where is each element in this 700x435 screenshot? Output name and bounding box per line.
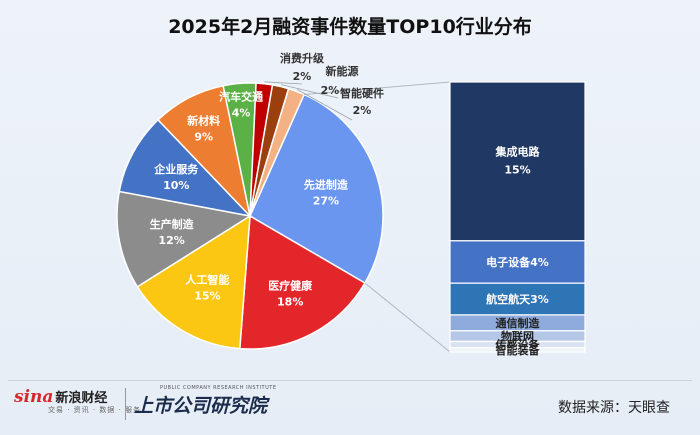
sina-finance-name: 新浪财经 <box>55 391 108 406</box>
breakdown-label-7: 智能装备 <box>496 343 541 357</box>
slice-value-7: 4% <box>232 106 251 119</box>
slice-label-2: 医疗健康 <box>268 279 313 293</box>
slice-label-3: 人工智能 <box>185 273 229 287</box>
footer-divider <box>8 380 692 381</box>
slice-label-1: 先进制造 <box>304 178 349 192</box>
sina-finance-logo: sina 新浪财经 交易 · 资讯 · 数据 · 服务 <box>14 387 141 415</box>
institute-chinese-name: 上市公司研究院 <box>134 395 268 417</box>
breakdown-segment-1 <box>449 81 586 242</box>
breakdown-value-1: 15% <box>504 163 530 176</box>
slice-value-8: 2% <box>293 70 312 83</box>
breakdown-segment-7 <box>449 347 586 353</box>
slice-value-6: 9% <box>194 131 213 144</box>
brand-separator <box>125 388 126 420</box>
breakdown-label-5: 物联网 <box>501 329 534 343</box>
research-institute-logo: PUBLIC COMPANY RESEARCH INSTITUTE 上市公司研究… <box>134 385 276 418</box>
pie-slice-5 <box>118 118 253 218</box>
pie-slice-4 <box>116 190 253 288</box>
slice-value-3: 15% <box>194 290 220 303</box>
slice-value-1: 27% <box>313 195 339 208</box>
pie-slice-3 <box>136 214 251 350</box>
breakdown-segment-2 <box>449 240 586 284</box>
slice-value-10: 2% <box>353 104 372 117</box>
pie-slice-2 <box>239 214 366 350</box>
institute-english-name: PUBLIC COMPANY RESEARCH INSTITUTE <box>160 385 277 391</box>
sina-logo-mark: sina <box>14 387 54 407</box>
leader-line-8 <box>264 81 303 85</box>
leader-line-9 <box>281 84 339 99</box>
slice-label-8: 消费升级 <box>280 51 325 65</box>
slice-value-4: 12% <box>158 234 184 247</box>
breakdown-label-4: 通信制造 <box>496 316 541 330</box>
slice-label-6: 新材料 <box>187 114 220 128</box>
connector-line-bottom <box>364 282 451 353</box>
connector-line-top <box>304 81 451 95</box>
breakdown-label-1: 集成电路 <box>495 144 541 158</box>
breakdown-label-3: 航空航天3% <box>486 292 549 306</box>
slice-label-9: 新能源 <box>326 64 359 78</box>
data-source: 数据来源：天眼查 <box>558 400 670 416</box>
slice-label-4: 生产制造 <box>150 217 195 231</box>
slice-label-5: 企业服务 <box>153 162 199 176</box>
leader-line-10 <box>296 89 353 121</box>
sina-finance-tagline: 交易 · 资讯 · 数据 · 服务 <box>48 406 142 414</box>
slice-label-10: 智能硬件 <box>340 86 384 100</box>
slice-value-5: 10% <box>163 179 189 192</box>
slice-label-7: 汽车交通 <box>219 89 263 103</box>
slice-value-9: 2% <box>321 84 340 97</box>
chart-title: 2025年2月融资事件数量TOP10行业分布 <box>168 15 532 38</box>
breakdown-label-2: 电子设备4% <box>486 255 549 269</box>
breakdown-segment-3 <box>449 282 586 316</box>
pie-slice-10 <box>249 87 306 217</box>
slice-value-2: 18% <box>277 296 303 309</box>
